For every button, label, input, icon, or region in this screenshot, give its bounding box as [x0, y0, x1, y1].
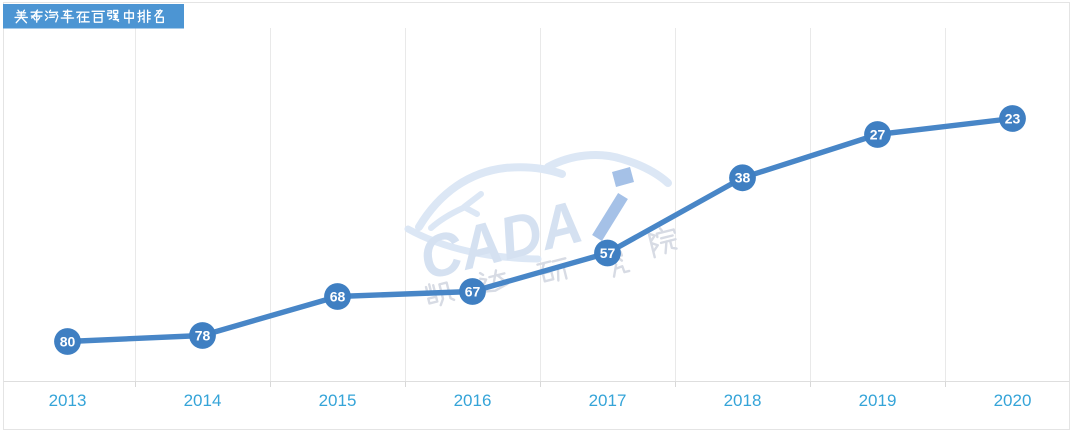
- svg-text:2013: 2013: [49, 391, 87, 410]
- svg-text:2017: 2017: [589, 391, 627, 410]
- svg-text:67: 67: [465, 283, 481, 299]
- svg-text:2018: 2018: [724, 391, 762, 410]
- svg-text:2014: 2014: [184, 391, 222, 410]
- svg-text:80: 80: [60, 333, 76, 349]
- svg-text:2016: 2016: [454, 391, 492, 410]
- svg-text:23: 23: [1005, 110, 1021, 126]
- svg-text:2015: 2015: [319, 391, 357, 410]
- svg-text:78: 78: [195, 327, 211, 343]
- svg-text:57: 57: [600, 245, 616, 261]
- svg-text:2019: 2019: [859, 391, 897, 410]
- svg-text:68: 68: [330, 288, 346, 304]
- svg-text:38: 38: [735, 170, 751, 186]
- svg-text:27: 27: [870, 126, 886, 142]
- svg-text:2020: 2020: [994, 391, 1032, 410]
